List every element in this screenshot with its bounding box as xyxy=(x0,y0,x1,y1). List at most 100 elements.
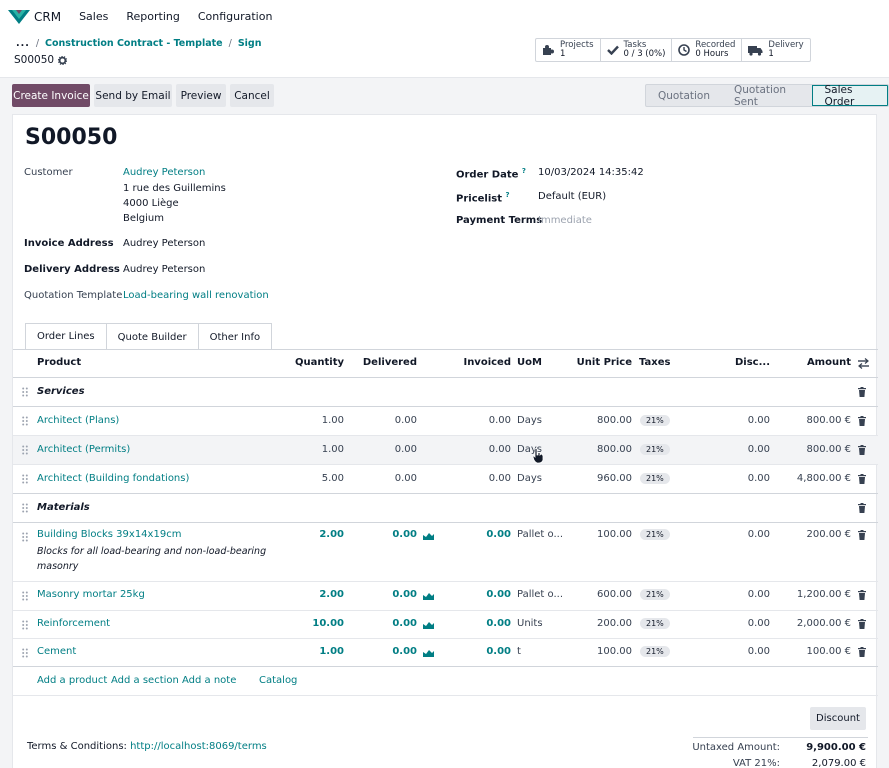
drag-handle-icon[interactable] xyxy=(22,445,28,455)
forecast-chart-icon[interactable] xyxy=(423,531,434,540)
add-product-link[interactable]: Add a product xyxy=(37,675,108,686)
stage-quotation[interactable]: Quotation xyxy=(658,89,711,102)
trash-icon[interactable] xyxy=(858,619,866,629)
delivery-smart-button[interactable]: Delivery 1 xyxy=(742,39,809,61)
add-section-link[interactable]: Add a section xyxy=(111,675,179,686)
column-settings-icon[interactable] xyxy=(858,358,869,369)
unit-price-cell[interactable]: 100.00 xyxy=(597,646,632,657)
unit-price-cell[interactable]: 800.00 xyxy=(597,415,632,426)
uom-cell[interactable]: Pallet o... xyxy=(517,589,563,600)
unit-price-cell[interactable]: 960.00 xyxy=(597,473,632,484)
table-row[interactable]: Architect (Building fondations) 5.00 0.0… xyxy=(13,465,878,494)
uom-cell[interactable]: Days xyxy=(517,415,542,426)
trash-icon[interactable] xyxy=(858,416,866,426)
stage-sales-order[interactable]: Sales Order xyxy=(811,85,888,106)
drag-handle-icon[interactable] xyxy=(22,648,28,658)
quantity-cell[interactable]: 1.00 xyxy=(321,415,344,426)
quotation-template-field[interactable]: Load-bearing wall renovation xyxy=(123,290,269,301)
product-name[interactable]: Architect (Permits) xyxy=(37,444,131,455)
tax-badge[interactable]: 21% xyxy=(640,444,670,455)
breadcrumb-template[interactable]: Construction Contract - Template xyxy=(45,38,223,49)
drag-handle-icon[interactable] xyxy=(22,416,28,426)
col-taxes[interactable]: Taxes xyxy=(639,357,671,368)
discount-cell[interactable]: 0.00 xyxy=(747,529,770,540)
tab-other-info[interactable]: Other Info xyxy=(197,323,273,350)
col-invoiced[interactable]: Invoiced xyxy=(463,357,511,368)
uom-cell[interactable]: Days xyxy=(517,444,542,455)
discount-button[interactable]: Discount xyxy=(810,707,866,730)
col-delivered[interactable]: Delivered xyxy=(362,357,417,368)
menu-configuration[interactable]: Configuration xyxy=(197,10,273,23)
quantity-cell[interactable]: 2.00 xyxy=(319,529,344,540)
trash-icon[interactable] xyxy=(858,590,866,600)
product-name[interactable]: Architect (Building fondations) xyxy=(37,473,190,484)
unit-price-cell[interactable]: 800.00 xyxy=(597,444,632,455)
section-row[interactable]: Materials xyxy=(13,494,878,523)
projects-smart-button[interactable]: Projects 1 xyxy=(536,39,601,61)
drag-handle-icon[interactable] xyxy=(22,474,28,484)
drag-handle-icon[interactable] xyxy=(22,620,28,630)
table-row[interactable]: Architect (Plans) 1.00 0.00 0.00 Days 80… xyxy=(13,407,878,436)
table-row[interactable]: Architect (Permits) 1.00 0.00 0.00 Days … xyxy=(13,436,878,465)
help-icon[interactable]: ? xyxy=(521,167,526,175)
tab-order-lines[interactable]: Order Lines xyxy=(25,323,107,350)
drag-handle-icon[interactable] xyxy=(22,532,28,542)
breadcrumb-more[interactable]: ... xyxy=(16,38,30,49)
stage-quotation-sent[interactable]: Quotation Sent xyxy=(734,84,787,107)
create-invoice-button[interactable]: Create Invoice xyxy=(12,84,90,107)
forecast-chart-icon[interactable] xyxy=(423,591,434,600)
payment-terms-field[interactable]: Immediate xyxy=(538,215,592,226)
section-row[interactable]: Services xyxy=(13,378,878,407)
col-quantity[interactable]: Quantity xyxy=(295,357,344,368)
unit-price-cell[interactable]: 100.00 xyxy=(597,529,632,540)
terms-link[interactable]: http://localhost:8069/terms xyxy=(130,741,267,752)
breadcrumb-sign[interactable]: Sign xyxy=(237,38,262,49)
table-row[interactable]: Reinforcement 10.00 0.00 0.00 Units 200.… xyxy=(13,611,878,639)
product-name[interactable]: Architect (Plans) xyxy=(37,415,120,426)
discount-cell[interactable]: 0.00 xyxy=(747,473,770,484)
quantity-cell[interactable]: 2.00 xyxy=(319,589,344,600)
discount-cell[interactable]: 0.00 xyxy=(747,618,770,629)
quantity-cell[interactable]: 1.00 xyxy=(321,444,344,455)
discount-cell[interactable]: 0.00 xyxy=(747,589,770,600)
uom-cell[interactable]: t xyxy=(517,646,521,657)
order-date-field[interactable]: 10/03/2024 14:35:42 xyxy=(538,167,644,178)
unit-price-cell[interactable]: 200.00 xyxy=(597,618,632,629)
unit-price-cell[interactable]: 600.00 xyxy=(597,589,632,600)
uom-cell[interactable]: Units xyxy=(517,618,543,629)
tax-badge[interactable]: 21% xyxy=(640,529,670,540)
send-email-button[interactable]: Send by Email xyxy=(94,84,172,107)
discount-cell[interactable]: 0.00 xyxy=(747,646,770,657)
drag-handle-icon[interactable] xyxy=(22,387,28,397)
product-name[interactable]: Masonry mortar 25kg xyxy=(37,589,145,600)
tax-badge[interactable]: 21% xyxy=(640,473,670,484)
trash-icon[interactable] xyxy=(858,474,866,484)
col-amount[interactable]: Amount xyxy=(806,357,851,368)
table-row[interactable]: Building Blocks 39x14x19cm Blocks for al… xyxy=(13,523,878,582)
quantity-cell[interactable]: 10.00 xyxy=(312,618,344,629)
pricelist-field[interactable]: Default (EUR) xyxy=(538,191,607,202)
customer-name[interactable]: Audrey Peterson xyxy=(123,167,206,178)
forecast-chart-icon[interactable] xyxy=(423,648,434,657)
quantity-cell[interactable]: 5.00 xyxy=(321,473,344,484)
help-icon[interactable]: ? xyxy=(505,191,510,199)
trash-icon[interactable] xyxy=(858,530,866,540)
tax-badge[interactable]: 21% xyxy=(640,589,670,600)
cancel-button[interactable]: Cancel xyxy=(230,84,274,107)
discount-cell[interactable]: 0.00 xyxy=(747,415,770,426)
col-discount[interactable]: Disc... xyxy=(734,357,770,368)
discount-cell[interactable]: 0.00 xyxy=(747,444,770,455)
add-note-link[interactable]: Add a note xyxy=(182,675,237,686)
table-row[interactable]: Masonry mortar 25kg 2.00 0.00 0.00 Palle… xyxy=(13,582,878,611)
crm-logo-icon[interactable] xyxy=(8,9,30,24)
col-product[interactable]: Product xyxy=(37,357,82,368)
tasks-smart-button[interactable]: Tasks 0 / 3 (0%) xyxy=(601,39,673,61)
product-name[interactable]: Cement xyxy=(37,646,77,657)
quantity-cell[interactable]: 1.00 xyxy=(319,646,344,657)
col-unit-price[interactable]: Unit Price xyxy=(576,357,632,368)
trash-icon[interactable] xyxy=(858,503,866,513)
trash-icon[interactable] xyxy=(858,647,866,657)
table-row[interactable]: Cement 1.00 0.00 0.00 t 100.00 21% 0.00 … xyxy=(13,639,878,667)
delivery-address-field[interactable]: Audrey Peterson xyxy=(123,264,206,275)
tax-badge[interactable]: 21% xyxy=(640,415,670,426)
